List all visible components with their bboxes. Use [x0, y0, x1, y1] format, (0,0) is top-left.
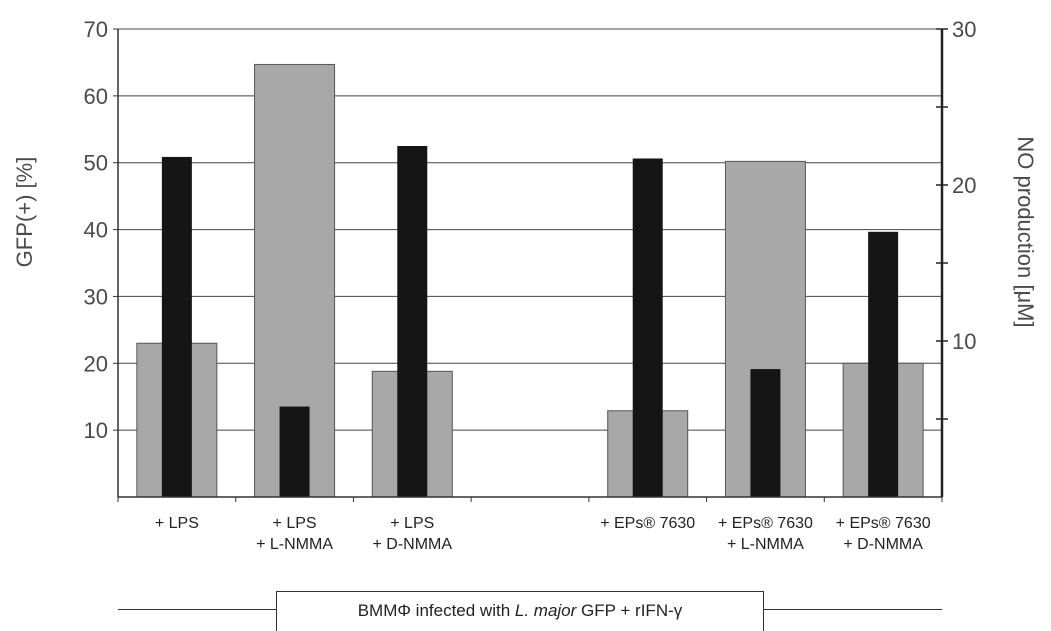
axes [113, 28, 948, 502]
caption-line-left [118, 609, 276, 610]
y-tick-label-right: 10 [952, 329, 976, 354]
y-tick-label-left: 10 [84, 418, 108, 443]
grid-lines [118, 28, 942, 431]
y-tick-label-left: 40 [84, 218, 108, 243]
category-label: + L-NMMA [256, 536, 333, 553]
y-tick-label-right: 30 [952, 17, 976, 42]
caption-suffix: GFP + rIFN-γ [576, 601, 683, 620]
y-tick-label-right: 20 [952, 173, 976, 198]
category-label: + EPs® 7630 [600, 515, 695, 532]
caption-italic: L. major [514, 601, 577, 620]
category-label: + D-NMMA [373, 536, 453, 553]
tick-labels: 10 20 30 40 50 60 70 10 20 30 [84, 17, 977, 443]
bar-no [868, 231, 899, 498]
y-tick-label-left: 60 [84, 84, 108, 109]
bar-no [397, 146, 428, 497]
group-caption: BMMΦ infected with L. major GFP + rIFN-γ [276, 591, 764, 631]
category-label: + L-NMMA [727, 536, 804, 553]
bar-no [161, 156, 192, 498]
bar-no [279, 406, 310, 497]
y-tick-label-left: 20 [84, 351, 108, 376]
y-axis-label-right: NO production [μM] [1013, 136, 1038, 327]
category-label: + LPS [155, 515, 199, 532]
bars [136, 63, 924, 498]
category-label: + D-NMMA [843, 536, 923, 553]
bar-no [632, 158, 663, 498]
y-tick-label-left: 50 [84, 151, 108, 176]
category-label: + EPs® 7630 [718, 515, 813, 532]
y-tick-label-left: 70 [84, 17, 108, 42]
category-labels: + LPS + LPS + L-NMMA + LPS + D-NMMA + EPs® 76… [155, 515, 931, 553]
category-label: + LPS [390, 515, 434, 532]
y-tick-label-left: 30 [84, 284, 108, 309]
caption-line-right [764, 609, 942, 610]
category-label: + LPS [273, 515, 317, 532]
category-label: + EPs® 7630 [836, 515, 931, 532]
y-axis-label-left: GFP(+) [%] [12, 157, 37, 268]
bar-no [750, 369, 781, 497]
caption-prefix: BMMΦ infected with [357, 601, 515, 620]
